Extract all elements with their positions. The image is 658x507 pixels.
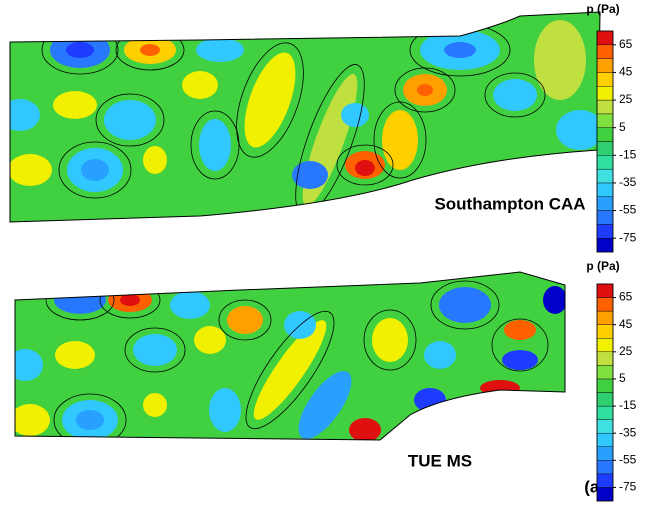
colorbar-band [596,182,614,197]
colorbar-band [596,365,614,380]
contour-field [10,12,600,222]
colorbar-tick-label: -35 [619,425,637,439]
plot-label: Southampton CAA [434,194,585,213]
colorbar-band [596,338,614,353]
colorbar-tick-label: -35 [619,175,637,189]
colorbar-tick-label: 5 [619,371,626,385]
colorbar-tick-label: 45 [619,65,633,79]
colorbar-title: p (Pa) [586,2,619,16]
colorbar-band [596,113,614,128]
colorbar-band [596,283,614,298]
colorbar-tick-label: 65 [619,290,633,304]
colorbar-band [596,324,614,339]
colorbar-tick-label: -55 [619,452,637,466]
colorbar-band [596,196,614,211]
colorbar-band [596,351,614,366]
colorbar-band [596,297,614,312]
colorbar-tick-label: 45 [619,317,633,331]
colorbar-band [596,392,614,407]
colorbar-band [596,224,614,239]
colorbar-band [596,141,614,156]
colorbar-title: p (Pa) [586,259,619,273]
colorbar-band [596,86,614,101]
colorbar-band [596,460,614,475]
colorbar-tick-label: 25 [619,92,633,106]
colorbar-band [596,487,614,502]
colorbar-band [596,30,614,46]
colorbar-band [596,210,614,225]
colorbar-band [596,473,614,488]
colorbar-tick-label: 65 [619,37,633,51]
colorbar-band [596,127,614,142]
colorbar-tick-label: 5 [619,120,626,134]
colorbar-band [596,378,614,393]
colorbar-band [596,72,614,87]
colorbar-band [596,44,614,59]
colorbar-tick-label: -75 [619,480,637,494]
colorbar-tick-label: -55 [619,203,637,217]
colorbar-band [596,419,614,434]
domain-outline [14,271,566,441]
plot-label: TUE MS [408,451,472,470]
colorbar-tick-label: 25 [619,344,633,358]
colorbar-band [596,58,614,73]
contour-field [15,272,565,440]
domain-outline [9,11,601,223]
colorbar-band [596,155,614,170]
colorbar-frame [596,30,614,253]
colorbar-band [596,432,614,447]
colorbar-band [596,168,614,184]
colorbar-band [596,446,614,461]
colorbar-tick-label: -75 [619,230,637,244]
colorbar-band [596,237,614,253]
colorbar-tick-label: -15 [619,147,637,161]
colorbar-band [596,405,614,420]
colorbar-tick-label: -15 [619,398,637,412]
colorbar-band [596,310,614,325]
colorbar-frame [596,283,614,502]
colorbar-band [596,99,614,115]
